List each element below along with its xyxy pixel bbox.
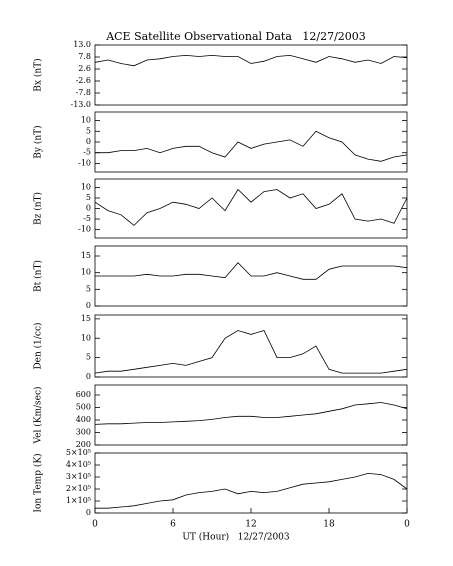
y-axis-label: Bt (nT): [33, 260, 44, 292]
y-tick-label: 5: [86, 126, 91, 135]
data-line: [95, 130, 408, 162]
y-tick-label: 0: [86, 508, 91, 517]
chart-title: ACE Satellite Observational Data 12/27/2…: [105, 30, 366, 43]
y-tick-label: -2.6: [76, 76, 91, 85]
y-tick-label: 13.0: [73, 40, 91, 49]
y-tick-label: 300: [76, 428, 91, 437]
y-tick-label: 0: [86, 372, 91, 381]
x-tick-label: 12: [245, 520, 256, 530]
y-axis-label: Bx (nT): [33, 58, 44, 91]
y-tick-label: 2×10⁵: [66, 484, 91, 493]
x-axis-label: UT (Hour) 12/27/2003: [182, 532, 290, 543]
y-axis-label: Bz (nT): [33, 192, 44, 225]
y-tick-label: 5×10⁵: [66, 448, 91, 457]
data-line: [94, 330, 408, 374]
panel-frame: [94, 111, 408, 173]
data-line: [94, 188, 408, 226]
data-line: [95, 472, 408, 509]
y-tick-label: -10: [78, 225, 91, 234]
data-line: [94, 54, 408, 67]
y-tick-label: 0: [86, 137, 91, 146]
panel-frame: [94, 384, 408, 446]
y-tick-label: 0: [86, 204, 91, 213]
y-axis-label: Ion Temp (K): [33, 453, 44, 512]
y-tick-label: 1×10⁵: [66, 496, 91, 505]
x-tick-label: 6: [170, 520, 176, 530]
y-tick-label: -10: [78, 158, 91, 167]
y-tick-label: 5: [86, 193, 91, 202]
y-tick-label: 500: [76, 403, 91, 412]
y-tick-label: 10: [81, 333, 91, 342]
y-axis-label: By (nT): [33, 125, 44, 158]
y-tick-label: 5: [86, 284, 91, 293]
y-tick-label: 5: [86, 353, 91, 362]
y-tick-label: -5: [83, 148, 91, 157]
panel-frame: [94, 44, 408, 106]
y-tick-label: 3×10⁵: [66, 472, 91, 481]
y-tick-label: 10: [81, 116, 91, 125]
y-tick-label: 15: [81, 314, 91, 323]
y-tick-label: 7.8: [78, 52, 91, 61]
y-axis-label: Den (1/cc): [33, 322, 44, 369]
y-axis-label: Vel (Km/sec): [33, 386, 44, 444]
y-tick-label: -5: [83, 214, 91, 223]
y-tick-label: 2.6: [78, 64, 91, 73]
data-line: [95, 262, 408, 280]
y-tick-label: 600: [76, 390, 91, 399]
y-tick-label: 4×10⁵: [66, 460, 91, 469]
y-tick-label: 10: [81, 182, 91, 191]
y-tick-label: 400: [76, 415, 91, 424]
x-tick-label: 0: [404, 520, 410, 530]
panel-frame: [94, 178, 408, 239]
y-tick-label: -7.8: [76, 88, 91, 97]
x-tick-label: 0: [92, 520, 98, 530]
y-tick-label: 200: [76, 440, 91, 449]
x-tick-label: 18: [323, 520, 335, 530]
y-tick-label: 15: [81, 251, 91, 260]
y-tick-label: 10: [81, 268, 91, 277]
data-line: [94, 402, 408, 425]
panel-frame: [94, 314, 408, 378]
y-tick-label: 0: [86, 301, 91, 310]
y-tick-label: -13.0: [70, 100, 91, 109]
